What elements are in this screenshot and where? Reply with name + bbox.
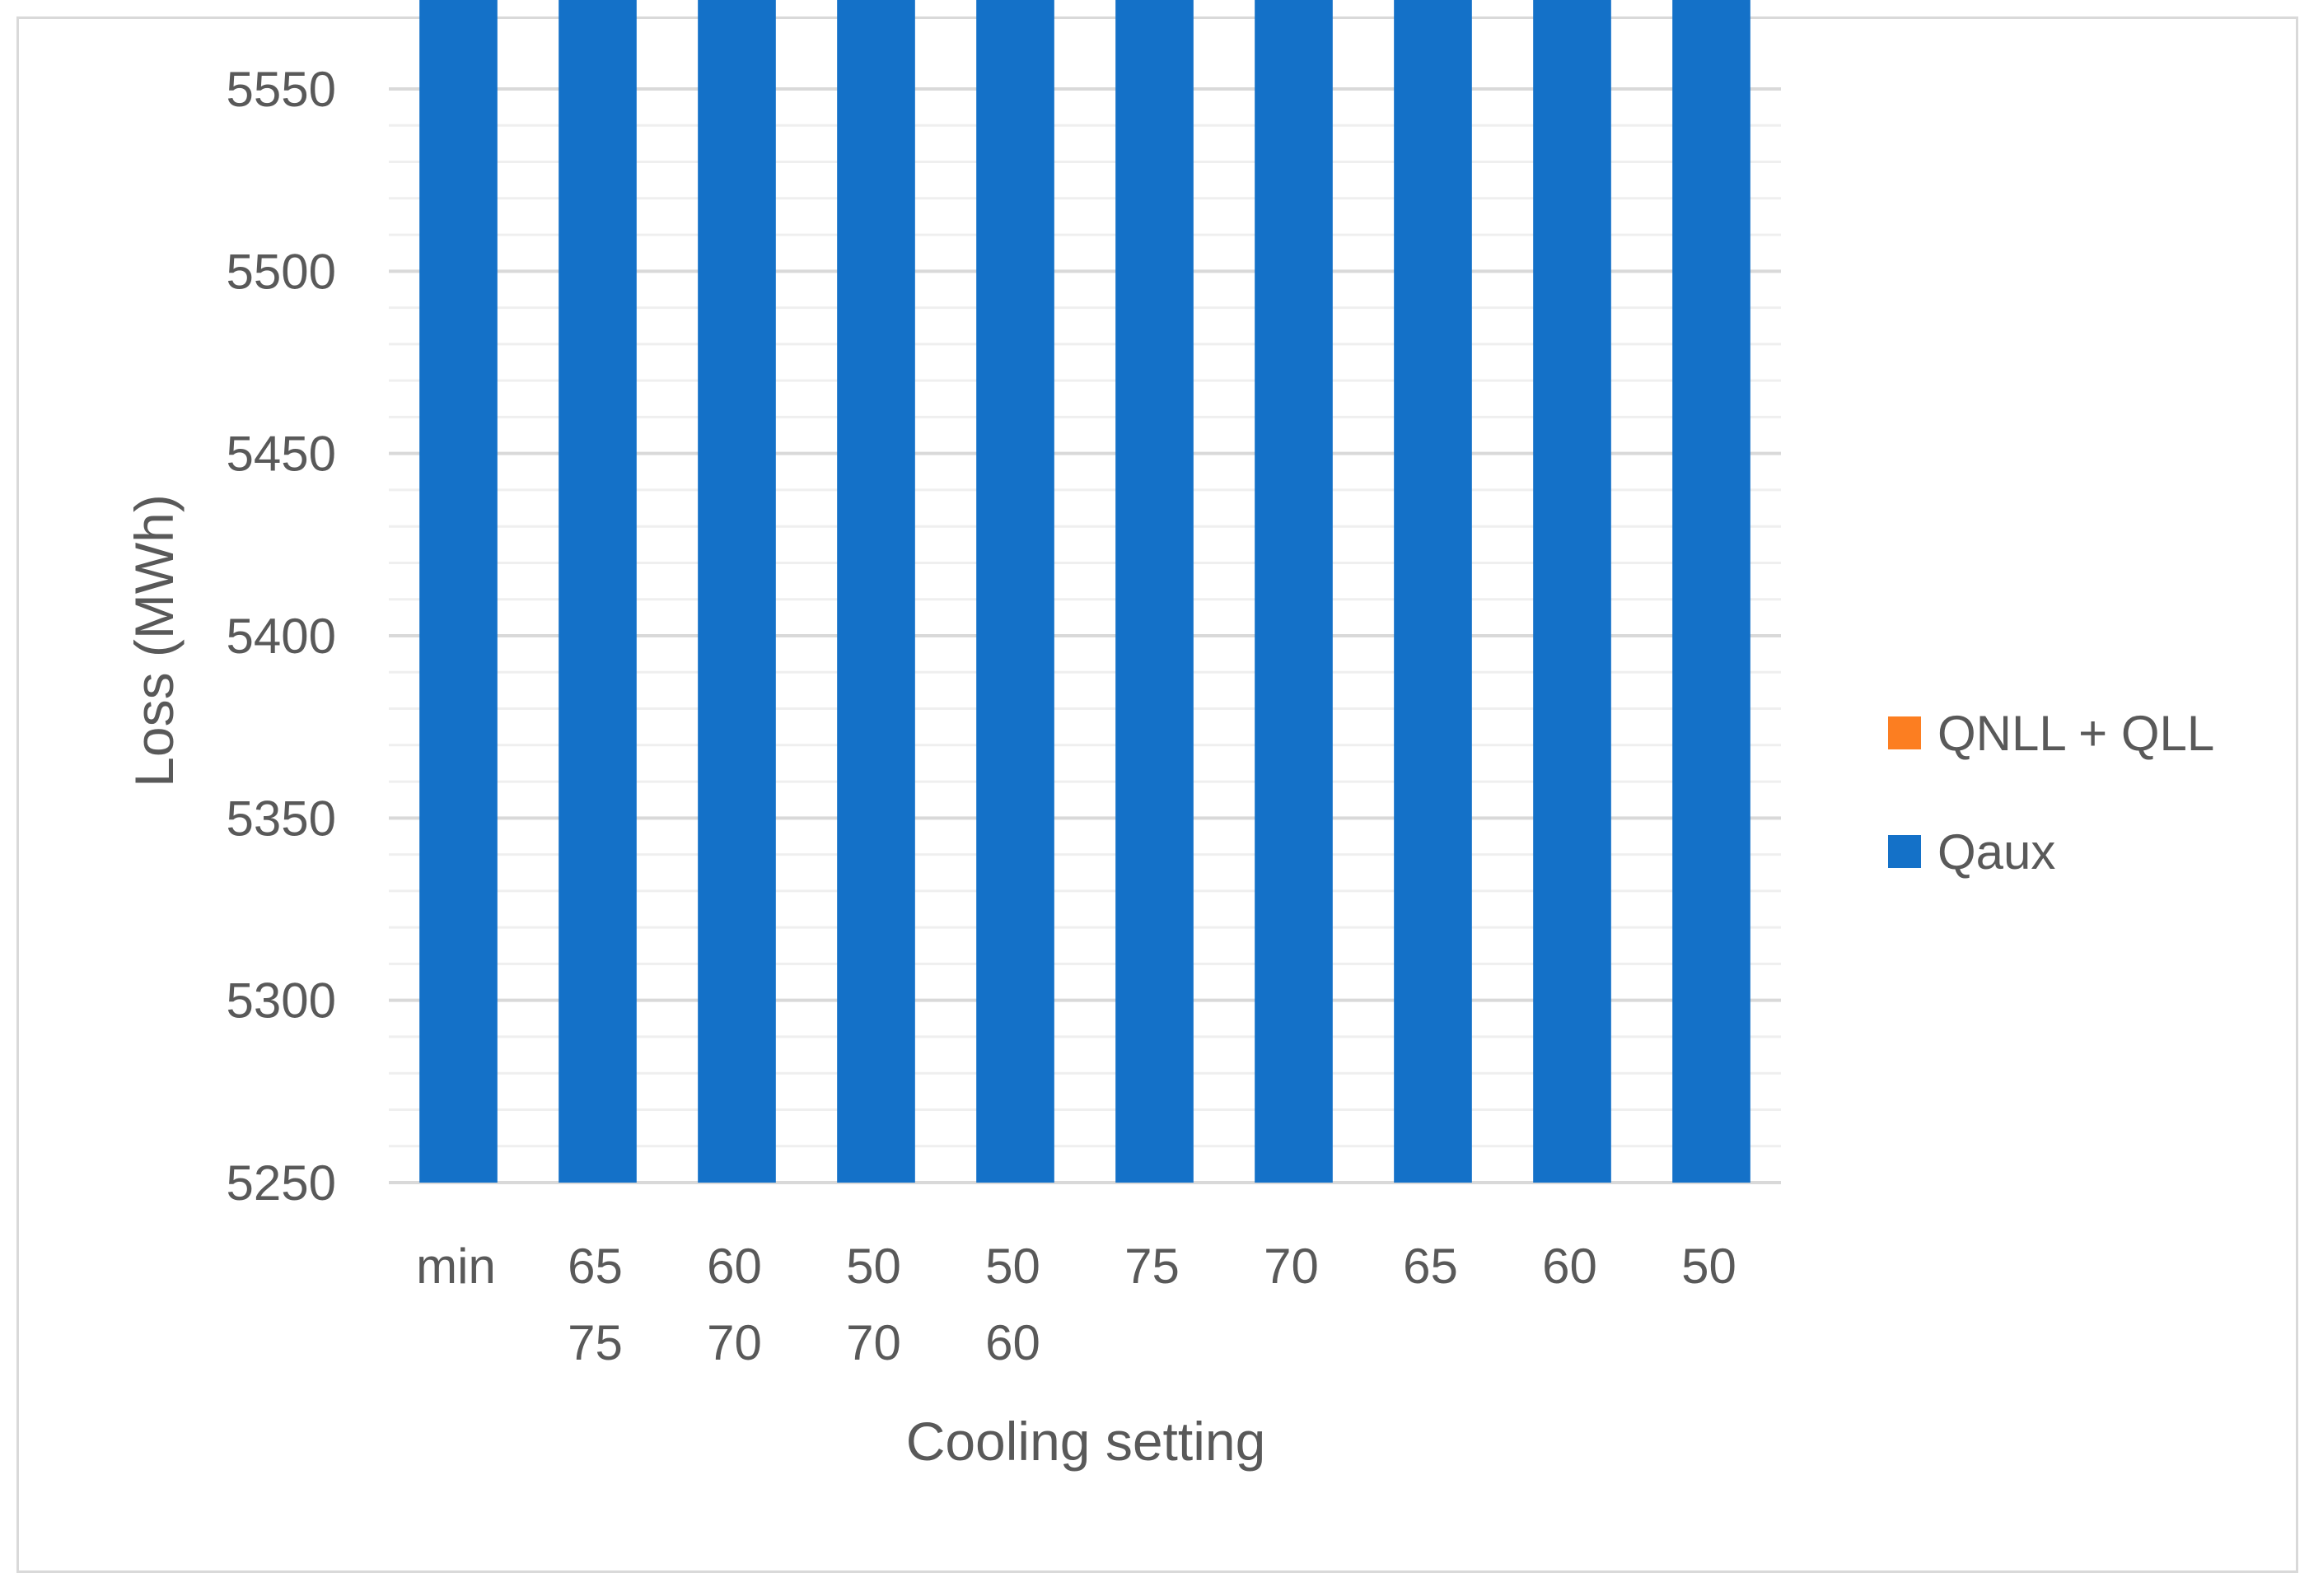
y-tick-label: 5350: [227, 791, 336, 846]
x-tick-label: 75: [568, 1315, 623, 1370]
x-tick-label: 75: [1124, 1239, 1180, 1294]
x-axis-title: Cooling setting: [906, 1411, 1266, 1472]
legend-swatch: [1888, 835, 1921, 868]
qaux-bar: [559, 0, 637, 1183]
x-tick-label: 50: [985, 1239, 1040, 1294]
x-tick-label: 70: [707, 1315, 762, 1370]
legend-label: QNLL + QLL: [1937, 706, 2214, 761]
x-tick-label: 60: [1542, 1239, 1597, 1294]
x-tick-label: 50: [846, 1239, 901, 1294]
qaux-bar: [1394, 0, 1472, 1183]
y-tick-label: 5250: [227, 1155, 336, 1211]
x-tick-label: 65: [568, 1239, 623, 1294]
qaux-bar: [1533, 0, 1611, 1183]
x-tick-label: 70: [1264, 1239, 1319, 1294]
qaux-bar: [1672, 0, 1750, 1183]
qaux-bar: [698, 0, 776, 1183]
x-tick-label: 50: [1681, 1239, 1736, 1294]
y-axis-title: Loss (MWh): [124, 494, 185, 787]
y-tick-label: 5400: [227, 609, 336, 664]
qaux-bar: [1255, 0, 1333, 1183]
x-tick-label: 65: [1403, 1239, 1458, 1294]
y-tick-label: 5550: [227, 62, 336, 117]
x-tick-label: 60: [707, 1239, 762, 1294]
qaux-bar: [1115, 0, 1194, 1183]
y-axis-ticks: 5250 5300 5350 5400 5450 5500 5550: [227, 62, 336, 1211]
qaux-bar: [976, 0, 1054, 1183]
x-axis-ticks: min 65 75 60 70 50 70 50 60 75 70 65 60 50: [416, 1239, 1736, 1370]
qaux-bar: [837, 0, 915, 1183]
x-tick-label: 60: [985, 1315, 1040, 1370]
legend-swatch: [1888, 716, 1921, 749]
y-tick-label: 5500: [227, 244, 336, 299]
y-tick-label: 5450: [227, 427, 336, 482]
bars: [419, 0, 1750, 1183]
y-tick-label: 5300: [227, 973, 336, 1029]
legend-label: Qaux: [1937, 824, 2055, 880]
qaux-bar: [419, 0, 498, 1183]
x-tick-label: 70: [846, 1315, 901, 1370]
legend: QNLL + QLL Qaux: [1888, 706, 2214, 880]
x-tick-label: min: [416, 1239, 496, 1294]
